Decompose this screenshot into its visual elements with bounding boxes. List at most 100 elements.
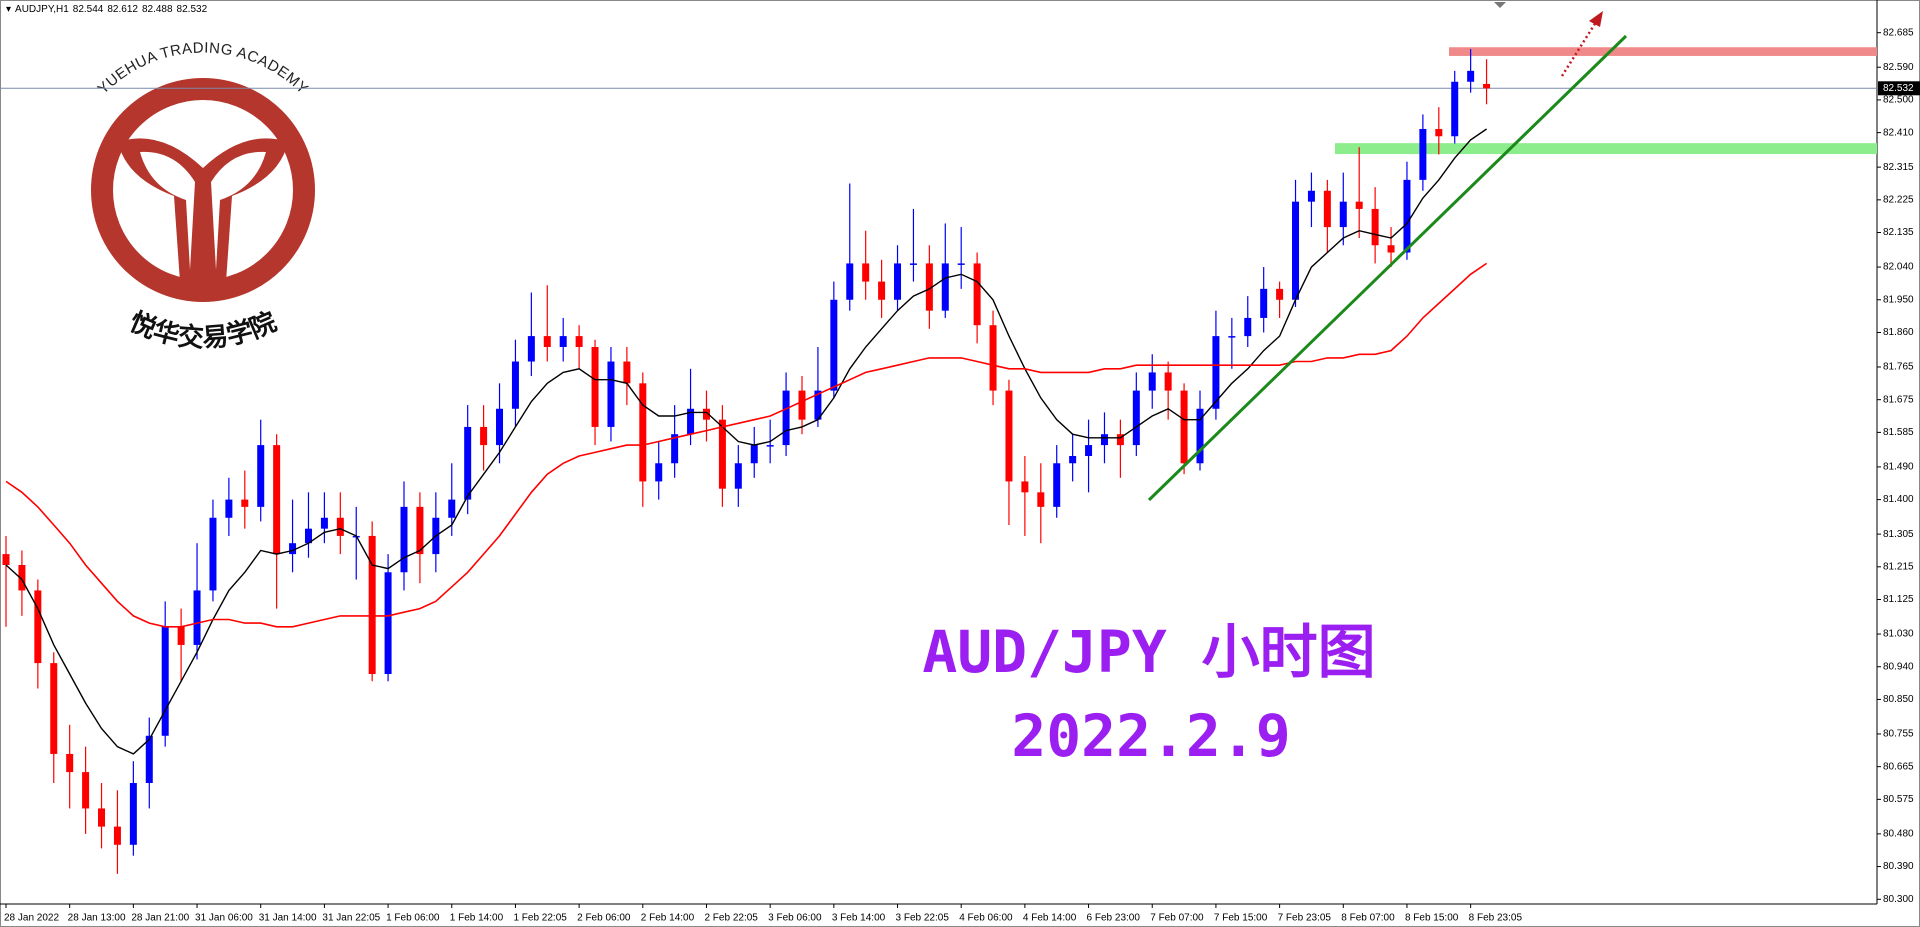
trend-line	[1147, 34, 1628, 502]
current-price-tag	[1878, 81, 1920, 96]
candle-body	[1085, 445, 1093, 456]
candle-body	[1100, 434, 1108, 446]
candle-body	[161, 626, 169, 736]
candle-body	[1164, 372, 1172, 391]
current-price-label: 82.532	[1883, 83, 1914, 94]
candle-body	[607, 361, 615, 427]
x-tick-label: 28 Jan 2022	[4, 913, 59, 924]
y-tick-label: 82.410	[1883, 127, 1914, 138]
candle-body	[1180, 390, 1188, 464]
x-tick-label: 8 Feb 15:00	[1405, 913, 1459, 924]
y-tick-label: 81.305	[1883, 529, 1914, 540]
x-tick-label: 8 Feb 23:05	[1469, 913, 1523, 924]
candle-body	[1260, 288, 1268, 318]
candle-body	[1116, 434, 1124, 446]
candle-body	[129, 783, 137, 845]
logo-symbol-inner	[140, 151, 266, 270]
x-tick-label: 7 Feb 07:00	[1150, 913, 1204, 924]
candle-body	[511, 361, 519, 409]
candle-body	[830, 299, 838, 391]
x-tick-label: 1 Feb 14:00	[450, 913, 504, 924]
candle-body	[862, 263, 870, 282]
candle-body	[177, 626, 185, 645]
candle-body	[1276, 288, 1284, 300]
candle-body	[34, 590, 42, 664]
candle-body	[1292, 201, 1300, 300]
x-tick-label: 3 Feb 22:05	[896, 913, 950, 924]
x-tick-label: 6 Feb 23:00	[1087, 913, 1141, 924]
candle-body	[448, 499, 456, 518]
candle-body	[702, 408, 710, 420]
y-tick-label: 82.135	[1883, 227, 1914, 238]
candle-body	[989, 325, 997, 391]
candle-body	[623, 361, 631, 384]
y-tick-label: 82.225	[1883, 194, 1914, 205]
candle-body	[909, 263, 917, 265]
candle-body	[1339, 201, 1347, 228]
candle-body	[384, 572, 392, 675]
candle-body	[209, 517, 217, 591]
candle-body	[1212, 336, 1220, 409]
candle-body	[957, 263, 965, 265]
x-tick-label: 3 Feb 14:00	[832, 913, 886, 924]
candle-body	[687, 408, 695, 435]
candle-body	[2, 554, 10, 565]
candle-body	[1451, 81, 1459, 137]
y-tick-label: 81.860	[1883, 327, 1914, 338]
y-tick-label: 82.685	[1883, 27, 1914, 38]
y-tick-label: 81.215	[1883, 561, 1914, 572]
candle-body	[304, 528, 312, 544]
header-low: 82.488	[141, 4, 173, 15]
scroll-marker	[1494, 2, 1506, 8]
candle-body	[718, 419, 726, 489]
y-tick-label: 80.480	[1883, 829, 1914, 840]
candle-body	[18, 565, 26, 591]
y-tick-label: 80.300	[1883, 894, 1914, 905]
candle-body	[98, 808, 106, 827]
candle-body	[1307, 190, 1315, 202]
y-tick-label: 81.950	[1883, 294, 1914, 305]
x-tick-label: 8 Feb 07:00	[1341, 913, 1395, 924]
candle-body	[257, 445, 265, 507]
candle-body	[1403, 179, 1411, 253]
header-high: 82.612	[107, 4, 138, 15]
moving-average-line	[5, 262, 1488, 628]
candle-body	[1483, 83, 1491, 89]
plot: 82.685 82.590 82.500 82.410 82.315 82.225 82.1…	[0, 27, 1920, 924]
x-tick-label: 7 Feb 23:05	[1278, 913, 1332, 924]
x-tick-label: 31 Jan 22:05	[322, 913, 380, 924]
candle-body	[1435, 128, 1443, 137]
candle-body	[145, 735, 153, 784]
candle-body	[193, 590, 201, 645]
x-tick-label: 7 Feb 15:00	[1214, 913, 1268, 924]
candle-body	[814, 390, 822, 420]
candle-body	[496, 408, 504, 446]
candle-body	[1053, 463, 1061, 507]
logo-ring	[91, 78, 315, 302]
candle-body	[225, 499, 233, 518]
moving-average-line	[5, 128, 1487, 755]
candle-body	[1069, 455, 1077, 464]
candle-body	[878, 281, 886, 300]
candle-body	[1005, 390, 1013, 482]
price-zone	[1449, 47, 1877, 56]
candle-body	[113, 826, 121, 845]
chart-header: ▾ AUDJPY,H1 82.544 82.612 82.488 82.532	[6, 4, 211, 15]
candle-body	[1419, 128, 1427, 180]
candle-body	[527, 336, 535, 362]
candle-body	[416, 506, 424, 555]
candle-body	[575, 336, 583, 347]
y-tick-label: 81.490	[1883, 462, 1914, 473]
x-tick-label: 1 Feb 06:00	[386, 913, 440, 924]
header-symbol: AUDJPY,H1	[15, 4, 69, 15]
y-tick-label: 82.590	[1883, 62, 1914, 73]
x-tick-label: 2 Feb 14:00	[641, 913, 695, 924]
y-tick-label: 82.500	[1883, 95, 1914, 106]
candle-body	[973, 263, 981, 326]
candle-body	[782, 390, 790, 446]
candle-body	[750, 445, 758, 464]
y-tick-label: 81.765	[1883, 362, 1914, 373]
